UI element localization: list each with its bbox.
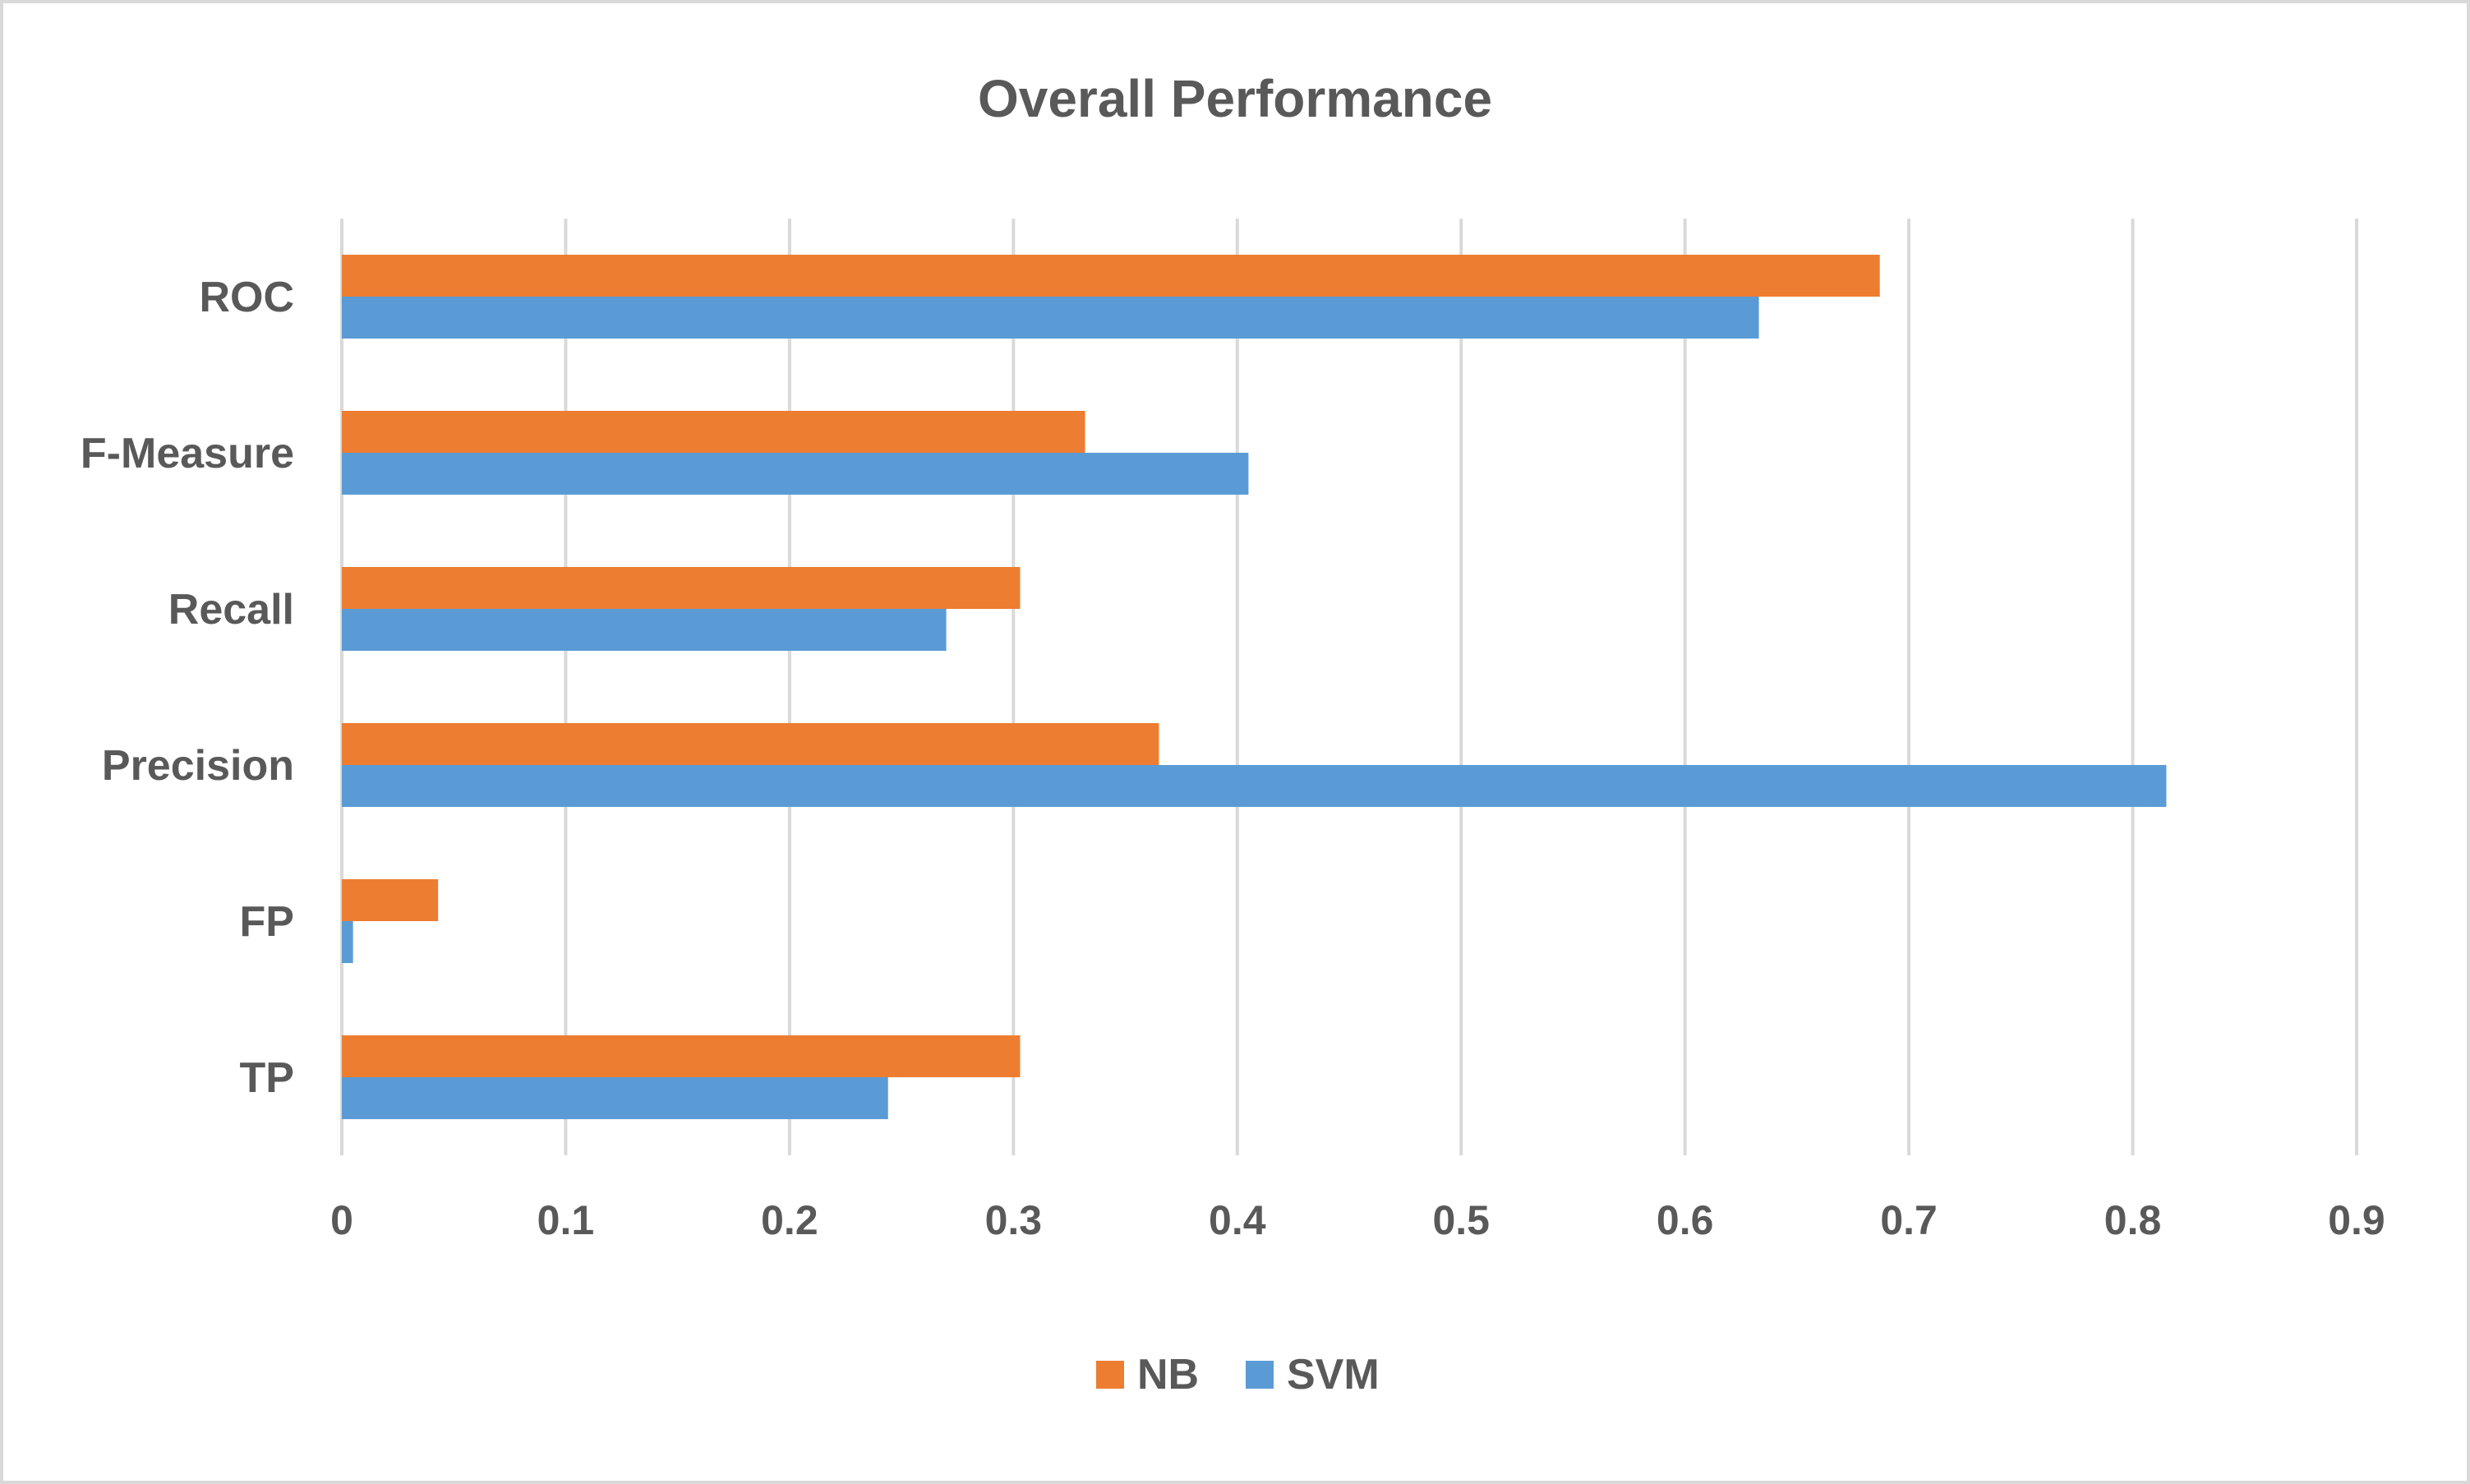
x-tick-label: 0.5 bbox=[1432, 1197, 1490, 1243]
x-tick-labels: 0 0.1 0.2 0.3 0.4 0.5 0.6 0.7 0.8 0.9 bbox=[330, 1197, 2385, 1243]
x-tick-label: 0.3 bbox=[985, 1197, 1043, 1243]
x-tick-label: 0.8 bbox=[2104, 1197, 2162, 1243]
legend-label-nb: NB bbox=[1137, 1351, 1199, 1399]
category-label: TP bbox=[240, 1054, 294, 1102]
category-label: F-Measure bbox=[81, 430, 294, 477]
legend-swatch-nb bbox=[1096, 1361, 1124, 1389]
bar-svm-recall bbox=[342, 609, 947, 651]
bar-svm-f-measure bbox=[342, 453, 1249, 495]
category-label: Precision bbox=[102, 742, 294, 790]
x-tick-label: 0.4 bbox=[1209, 1197, 1266, 1243]
gridlines bbox=[340, 219, 2358, 1155]
x-tick-label: 0 bbox=[330, 1197, 353, 1243]
category-labels: TP FP Precision Recall F-Measure ROC bbox=[81, 274, 294, 1102]
bar-nb-fp bbox=[342, 879, 439, 921]
bars bbox=[342, 255, 2167, 1119]
x-tick-label: 0.2 bbox=[761, 1197, 818, 1243]
bar-nb-roc bbox=[342, 255, 1880, 297]
bar-svm-fp bbox=[342, 921, 353, 963]
bar-svm-tp bbox=[342, 1077, 888, 1119]
category-label: Recall bbox=[168, 586, 294, 634]
bar-svm-roc bbox=[342, 297, 1759, 339]
x-tick-label: 0.1 bbox=[537, 1197, 595, 1243]
category-label: FP bbox=[240, 898, 294, 946]
bar-nb-precision bbox=[342, 723, 1159, 765]
category-label: ROC bbox=[199, 274, 294, 321]
legend-label-svm: SVM bbox=[1287, 1351, 1380, 1399]
bar-chart: Overall Performance TP FP Precision Recall F… bbox=[81, 69, 2385, 1399]
bar-nb-tp bbox=[342, 1035, 1021, 1077]
legend-swatch-svm bbox=[1246, 1361, 1274, 1389]
chart-title: Overall Performance bbox=[978, 69, 1492, 128]
x-tick-label: 0.7 bbox=[1880, 1197, 1938, 1243]
x-tick-label: 0.6 bbox=[1657, 1197, 1714, 1243]
bar-svm-precision bbox=[342, 765, 2167, 807]
x-tick-label: 0.9 bbox=[2328, 1197, 2385, 1243]
bar-nb-f-measure bbox=[342, 411, 1085, 453]
legend: NB SVM bbox=[1096, 1351, 1380, 1399]
bar-nb-recall bbox=[342, 567, 1021, 609]
